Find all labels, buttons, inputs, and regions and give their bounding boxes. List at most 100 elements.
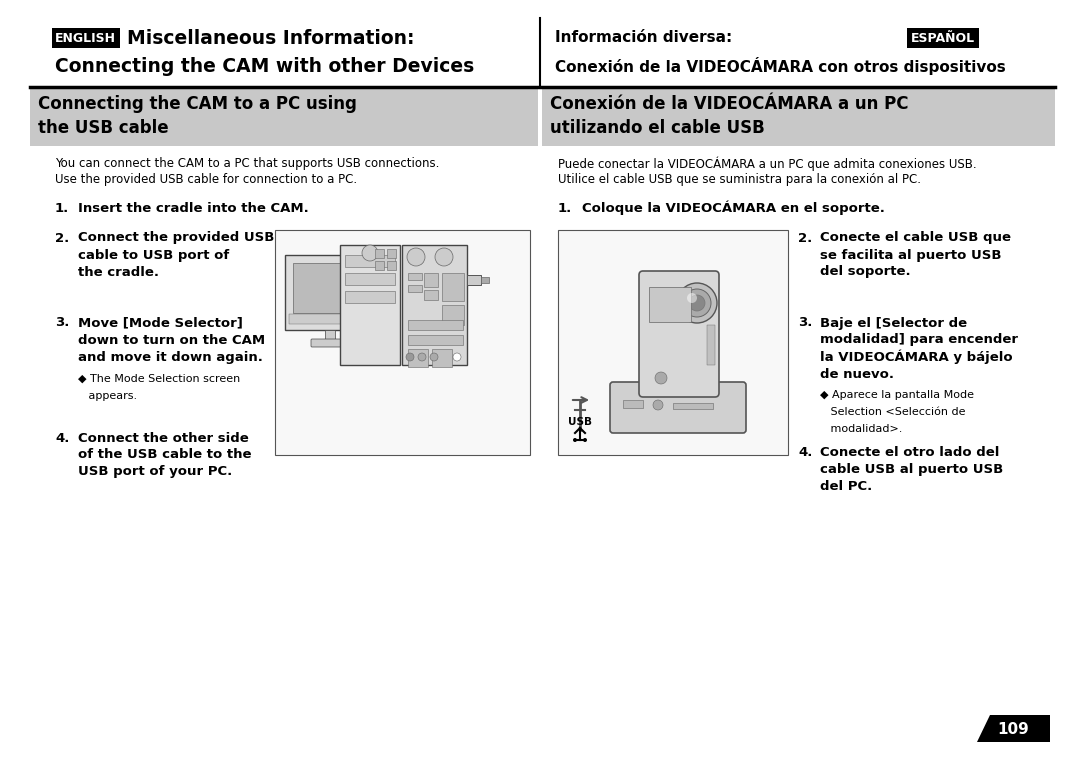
Circle shape	[689, 295, 705, 311]
Text: ◆ The Mode Selection screen: ◆ The Mode Selection screen	[78, 374, 240, 384]
Text: Miscellaneous Information:: Miscellaneous Information:	[127, 28, 415, 47]
Text: of the USB cable to the: of the USB cable to the	[78, 448, 252, 461]
Bar	[442, 305, 464, 325]
Text: Baje el [Selector de: Baje el [Selector de	[820, 316, 967, 329]
Circle shape	[683, 289, 711, 317]
Bar	[387, 249, 396, 258]
Text: de nuevo.: de nuevo.	[820, 367, 894, 380]
Text: modalidad>.: modalidad>.	[820, 424, 903, 434]
Bar	[649, 287, 691, 322]
Bar	[623, 400, 643, 408]
Bar	[375, 249, 384, 258]
Polygon shape	[977, 715, 1050, 742]
Text: 2.: 2.	[55, 231, 69, 244]
Circle shape	[687, 293, 697, 303]
Circle shape	[406, 353, 414, 361]
Bar	[558, 230, 788, 455]
Bar	[542, 88, 1055, 146]
Text: 4.: 4.	[55, 432, 69, 445]
Bar	[408, 349, 428, 367]
Text: modalidad] para encender: modalidad] para encender	[820, 334, 1018, 347]
Text: Use the provided USB cable for connection to a PC.: Use the provided USB cable for connectio…	[55, 173, 357, 186]
Bar	[424, 290, 438, 300]
Bar	[467, 275, 481, 285]
Bar	[275, 230, 530, 455]
Text: se facilita al puerto USB: se facilita al puerto USB	[820, 248, 1001, 261]
Bar	[707, 325, 715, 365]
Text: ESPAÑOL: ESPAÑOL	[910, 31, 975, 44]
Bar	[387, 261, 396, 270]
Text: Connect the provided USB: Connect the provided USB	[78, 231, 274, 244]
Text: Connecting the CAM with other Devices: Connecting the CAM with other Devices	[55, 57, 474, 76]
Text: USB port of your PC.: USB port of your PC.	[78, 465, 232, 478]
Text: 1.: 1.	[558, 202, 572, 215]
Text: 109: 109	[997, 721, 1029, 736]
Text: 1.: 1.	[55, 202, 69, 215]
Bar	[408, 335, 463, 345]
Circle shape	[418, 353, 426, 361]
Bar	[424, 273, 438, 287]
Text: ENGLISH: ENGLISH	[55, 31, 116, 44]
Bar	[402, 245, 467, 365]
Circle shape	[430, 353, 438, 361]
Text: Conecte el otro lado del: Conecte el otro lado del	[820, 446, 999, 459]
Circle shape	[677, 283, 717, 323]
Text: Conexión de la VIDEOCÁMARA a un PC: Conexión de la VIDEOCÁMARA a un PC	[550, 95, 908, 113]
FancyBboxPatch shape	[285, 255, 375, 330]
Text: 4.: 4.	[798, 446, 812, 459]
Circle shape	[453, 353, 461, 361]
Text: Selection <Selección de: Selection <Selección de	[820, 407, 966, 417]
Circle shape	[407, 248, 426, 266]
Text: 3.: 3.	[798, 316, 812, 329]
Circle shape	[583, 438, 588, 442]
Bar	[442, 273, 464, 301]
Text: the USB cable: the USB cable	[38, 119, 168, 137]
Text: Puede conectar la VIDEOCÁMARA a un PC que admita conexiones USB.: Puede conectar la VIDEOCÁMARA a un PC qu…	[558, 157, 976, 171]
Bar	[408, 285, 422, 292]
Circle shape	[362, 245, 378, 261]
Bar	[289, 314, 372, 324]
Bar	[375, 261, 384, 270]
FancyBboxPatch shape	[311, 339, 349, 347]
Text: You can connect the CAM to a PC that supports USB connections.: You can connect the CAM to a PC that sup…	[55, 157, 440, 170]
Circle shape	[573, 438, 577, 442]
Bar	[481, 277, 489, 283]
Bar	[340, 245, 400, 365]
Text: 3.: 3.	[55, 316, 69, 329]
Bar	[408, 320, 463, 330]
Text: and move it down again.: and move it down again.	[78, 351, 262, 364]
Text: 2.: 2.	[798, 231, 812, 244]
Text: the cradle.: the cradle.	[78, 266, 159, 279]
FancyBboxPatch shape	[610, 382, 746, 433]
Bar	[345, 273, 395, 285]
Bar	[345, 255, 395, 267]
Text: Información diversa:: Información diversa:	[555, 31, 732, 46]
Circle shape	[654, 372, 667, 384]
Text: Utilice el cable USB que se suministra para la conexión al PC.: Utilice el cable USB que se suministra p…	[558, 173, 921, 186]
Circle shape	[435, 248, 453, 266]
FancyBboxPatch shape	[639, 271, 719, 397]
Text: down to turn on the CAM: down to turn on the CAM	[78, 334, 265, 347]
Text: Insert the cradle into the CAM.: Insert the cradle into the CAM.	[78, 202, 309, 215]
Text: la VIDEOCÁMARA y bájelo: la VIDEOCÁMARA y bájelo	[820, 350, 1013, 364]
Text: Move [Mode Selector]: Move [Mode Selector]	[78, 316, 243, 329]
Text: ◆ Aparece la pantalla Mode: ◆ Aparece la pantalla Mode	[820, 390, 974, 400]
Bar	[293, 263, 367, 313]
Text: cable to USB port of: cable to USB port of	[78, 248, 229, 261]
Text: Connecting the CAM to a PC using: Connecting the CAM to a PC using	[38, 95, 356, 113]
Bar	[325, 330, 335, 340]
Circle shape	[653, 400, 663, 410]
Text: Conexión de la VIDEOCÁMARA con otros dispositivos: Conexión de la VIDEOCÁMARA con otros dis…	[555, 57, 1005, 75]
Bar	[673, 403, 713, 409]
Text: appears.: appears.	[78, 391, 137, 401]
Bar	[345, 291, 395, 303]
Bar	[30, 88, 538, 146]
Bar	[408, 273, 422, 280]
Text: del PC.: del PC.	[820, 481, 873, 494]
Bar	[432, 349, 453, 367]
Text: USB: USB	[568, 417, 592, 427]
Text: cable USB al puerto USB: cable USB al puerto USB	[820, 464, 1003, 477]
Text: Coloque la VIDEOCÁMARA en el soporte.: Coloque la VIDEOCÁMARA en el soporte.	[582, 201, 885, 215]
Text: utilizando el cable USB: utilizando el cable USB	[550, 119, 765, 137]
Text: Conecte el cable USB que: Conecte el cable USB que	[820, 231, 1011, 244]
